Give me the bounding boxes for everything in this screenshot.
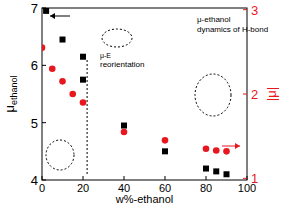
point [121, 129, 128, 136]
point [203, 146, 210, 153]
x-axis-label: w%-ethanol [115, 193, 173, 205]
point [43, 8, 49, 14]
x-tick-label: 20 [77, 182, 89, 194]
annotation: μ-E [100, 52, 111, 60]
x-tick [42, 176, 43, 180]
x-tick [124, 176, 125, 180]
y-tick-label: 5 [31, 116, 38, 131]
y2-axis-label: |μ| [264, 87, 279, 101]
point [80, 77, 86, 83]
y-tick [42, 65, 46, 66]
point [60, 37, 66, 43]
arrow-head [50, 13, 55, 19]
y-tick-label: 7 [31, 1, 38, 16]
point [162, 137, 169, 144]
y-tick-label: 6 [31, 58, 38, 73]
point [213, 147, 220, 154]
y-tick [42, 180, 46, 181]
annotation: μ-ethanol [197, 15, 231, 24]
y2-tick-label: 1 [251, 171, 258, 186]
arrow-head [235, 143, 240, 149]
annotation: dynamics of H-bond [197, 25, 268, 34]
point [80, 54, 86, 60]
y-axis-label: μethanol [2, 75, 19, 112]
x-tick [165, 176, 166, 180]
molecule [195, 74, 231, 116]
point [80, 99, 87, 106]
y2-tick-label: 3 [251, 3, 258, 18]
x-tick [83, 176, 84, 180]
point [59, 78, 66, 85]
point [213, 168, 219, 174]
point [162, 148, 168, 154]
x-tick-label: 80 [200, 182, 212, 194]
molecule [46, 140, 74, 170]
marks [42, 8, 230, 177]
point [121, 123, 127, 129]
point [69, 91, 76, 98]
chart: 0204060801004567123w%-ethanolμethanol|μ|… [0, 0, 283, 206]
molecule [102, 29, 132, 47]
y2-tick [243, 94, 247, 95]
point [42, 44, 45, 51]
x-tick-label: 0 [39, 182, 45, 194]
point [203, 166, 209, 172]
point [224, 171, 230, 177]
point [223, 148, 230, 155]
divider [87, 60, 88, 175]
point [49, 65, 56, 72]
y-tick [42, 122, 46, 123]
y2-tick [243, 9, 247, 10]
x-tick [206, 176, 207, 180]
y-tick-label: 4 [31, 173, 38, 188]
y2-tick [243, 178, 247, 179]
annotation: reorientation [100, 60, 144, 69]
y2-tick-label: 2 [251, 87, 258, 102]
